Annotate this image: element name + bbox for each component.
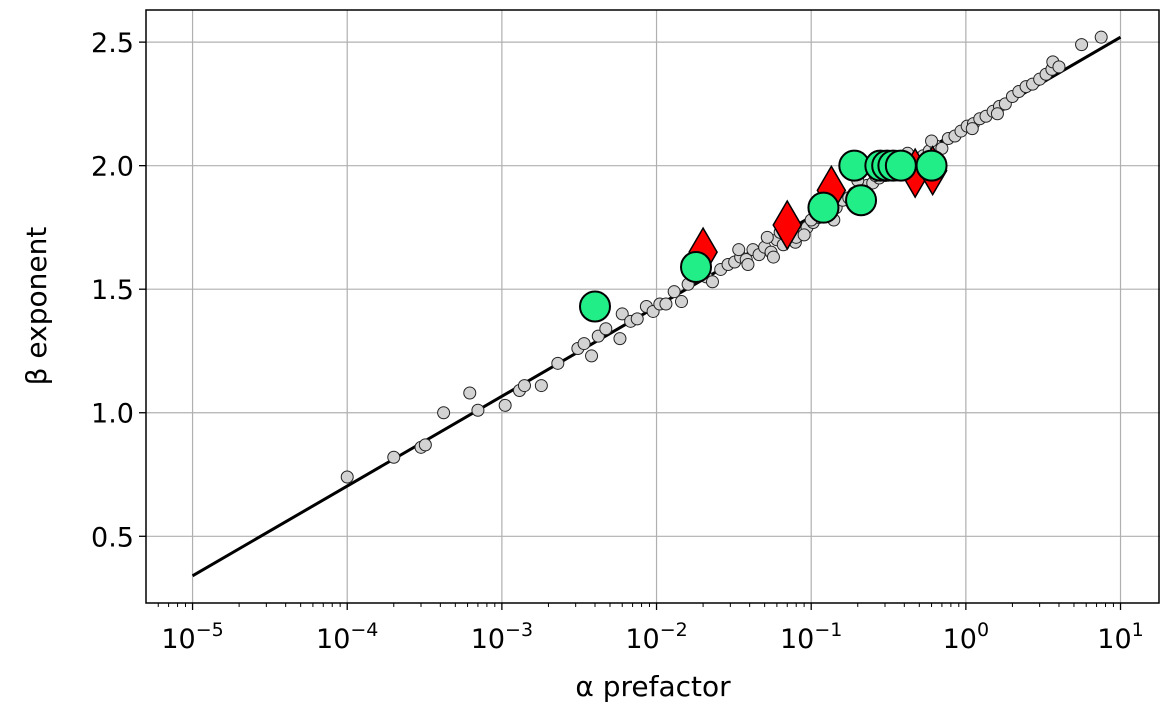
data-point-small [674, 295, 688, 309]
data-point-small [615, 307, 629, 321]
data-point-small [760, 230, 774, 244]
data-point-small [925, 134, 939, 148]
data-point-small [667, 285, 681, 299]
data-point-small [463, 386, 477, 400]
data-point-small [741, 257, 755, 271]
data-point-small [437, 406, 451, 420]
data-point-small [577, 337, 591, 351]
data-point-small [585, 349, 599, 363]
data-point-large [845, 184, 878, 217]
data-point-small [732, 243, 746, 257]
data-point-large [680, 250, 713, 283]
y-tick-label: 2.0 [91, 152, 134, 183]
x-tick-label: 10−2 [625, 619, 687, 655]
y-tick-label: 0.5 [91, 522, 134, 553]
data-point-small [1094, 30, 1108, 44]
y-tick-label: 2.5 [91, 28, 134, 59]
data-point-small [517, 379, 531, 393]
x-tick-label: 10−5 [161, 619, 223, 655]
data-point-small [1075, 38, 1089, 52]
y-tick-label: 1.5 [91, 275, 134, 306]
data-point-small [534, 379, 548, 393]
x-tick-label: 10−3 [471, 619, 533, 655]
data-point-small [990, 107, 1004, 121]
data-point-small [613, 332, 627, 346]
data-point-small [659, 297, 673, 311]
data-point-small [797, 228, 811, 242]
data-point-small [599, 322, 613, 336]
y-axis-label: β exponent [20, 227, 53, 386]
data-point-small [705, 275, 719, 289]
x-tick-label: 10−1 [780, 619, 842, 655]
x-tick-label: 100 [943, 619, 989, 655]
data-point-small [340, 470, 354, 484]
data-point-large [578, 290, 611, 323]
grid-lines [146, 10, 1160, 603]
data-point-small [630, 312, 644, 326]
x-axis-label: α prefactor [575, 670, 731, 703]
data-point-large [915, 149, 948, 182]
data-point-small [387, 450, 401, 464]
data-point-small [498, 398, 512, 412]
data-point-small [766, 250, 780, 264]
data-point-small [551, 356, 565, 370]
x-tick-label: 101 [1097, 619, 1143, 655]
data-point-small [965, 122, 979, 136]
y-axis-ticks: 0.5 1.0 1.5 2.0 2.5 [91, 28, 146, 553]
data-point-small [418, 438, 432, 452]
plot-frame [145, 9, 1160, 604]
data-point-large [807, 191, 840, 224]
x-axis-ticks: 10−5 10−4 10−3 10−2 10−1 100 101 [161, 603, 1144, 655]
data-points [340, 30, 1108, 484]
data-point-small [1052, 60, 1066, 74]
data-point-diamond [772, 199, 803, 251]
x-tick-label: 10−4 [316, 619, 378, 655]
data-point-large [884, 149, 917, 182]
y-tick-label: 1.0 [91, 399, 134, 430]
data-point-small [471, 403, 485, 417]
